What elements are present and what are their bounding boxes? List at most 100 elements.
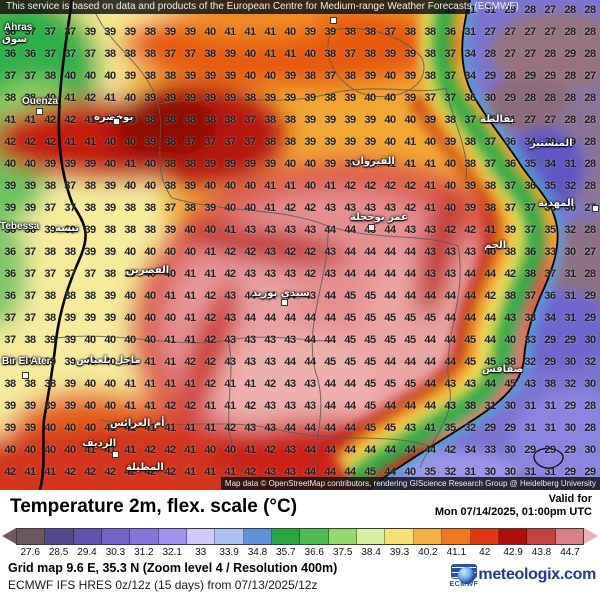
- temp-value: 40: [504, 334, 516, 346]
- temp-value: 38: [104, 48, 116, 60]
- temp-value: 29: [504, 92, 516, 104]
- scale-tick-labels: 27.6 28.5 29.4 30.3 31.2 32.1 33 33.9 34.8 35.7 36…: [16, 547, 584, 558]
- scale-cell: [328, 529, 358, 544]
- temp-value: 38: [204, 48, 216, 60]
- temp-value: 44: [404, 356, 416, 368]
- temp-row: 42 41 41 42 42 42 42 42 42 41 41 41 42 43 43 44 44 44 45 44…: [0, 466, 600, 478]
- temp-row: 36 37 37 37 39 39 39 38 39 39 40 41 41 41 40 39 39 38 38 37…: [0, 26, 600, 38]
- temp-value: 37: [4, 312, 16, 324]
- temp-value: 42: [24, 136, 36, 148]
- temp-row: 38 38 38 39 40 40 41 41 41 41 42 41 41 42 43 43 44 44 45 45…: [0, 378, 600, 390]
- temp-value: 38: [164, 114, 176, 126]
- temp-value: 44: [304, 444, 316, 456]
- temp-value: 39: [184, 92, 196, 104]
- scale-tick: 33.9: [219, 547, 239, 558]
- temp-value: 41: [24, 466, 36, 478]
- city-label: القصرين: [126, 265, 170, 276]
- temp-value: 27: [484, 26, 496, 38]
- scale-tick: 30.3: [105, 547, 126, 558]
- scale-tick: 34.8: [247, 547, 268, 558]
- temp-value: 40: [204, 444, 216, 456]
- temp-value: 30: [584, 378, 596, 390]
- temp-row: 38 38 39 39 39 38 38 38 39 40 40 41 43 43 43 43 44 44 43 44…: [0, 224, 600, 236]
- temp-value: 37: [344, 48, 356, 60]
- temp-value: 40: [244, 180, 256, 192]
- temp-value: 38: [164, 136, 176, 148]
- temp-value: 39: [84, 158, 96, 170]
- temp-value: 43: [264, 466, 276, 478]
- temp-value: 39: [104, 246, 116, 258]
- temp-value: 43: [284, 466, 296, 478]
- temp-value: 37: [524, 202, 536, 214]
- temp-value: 42: [504, 268, 516, 280]
- temp-value: 31: [484, 4, 496, 16]
- map-canvas[interactable]: 33 31 31 29 28 27 28 28 36 37 37 37 39 39 39 38 39 39 40 41…: [0, 0, 600, 490]
- temp-value: 28: [544, 48, 556, 60]
- temp-value: 29: [504, 422, 516, 434]
- scale-cell: [442, 529, 471, 544]
- temp-value: 39: [344, 158, 356, 170]
- temp-value: 43: [444, 378, 456, 390]
- temp-value: 30: [564, 422, 576, 434]
- temp-value: 43: [284, 268, 296, 280]
- temp-value: 40: [204, 224, 216, 236]
- temp-value: 38: [184, 202, 196, 214]
- temp-value: 39: [64, 400, 76, 412]
- city-marker: [592, 205, 599, 212]
- scale-tick: 41.1: [446, 547, 467, 558]
- temp-value: 41: [104, 422, 116, 434]
- temp-value: 43: [244, 224, 256, 236]
- temp-value: 40: [84, 356, 96, 368]
- temp-row: 41 41 42 42 41 40 39 38 38 38 38 38 37 38 38 39 39 39 39 40…: [0, 114, 600, 126]
- temp-value: 42: [444, 444, 456, 456]
- temp-value: 37: [184, 136, 196, 148]
- temp-value: 40: [284, 26, 296, 38]
- temp-value: 39: [104, 290, 116, 302]
- temp-value: 41: [164, 422, 176, 434]
- temp-value: 38: [124, 202, 136, 214]
- temp-value: 43: [464, 246, 476, 258]
- temp-value: 39: [364, 136, 376, 148]
- temp-value: 40: [244, 202, 256, 214]
- temp-value: 31: [544, 466, 556, 478]
- temp-value: 38: [484, 180, 496, 192]
- temp-value: 37: [464, 114, 476, 126]
- temp-value: 38: [44, 378, 56, 390]
- temp-value: 40: [84, 378, 96, 390]
- temp-value: 44: [424, 356, 436, 368]
- temp-value: 44: [404, 400, 416, 412]
- temp-value: 28: [544, 92, 556, 104]
- temp-value: 36: [524, 180, 536, 192]
- temp-value: 41: [104, 92, 116, 104]
- temp-value: 31: [464, 466, 476, 478]
- temp-value: 38: [144, 26, 156, 38]
- scale-cell: [555, 529, 583, 544]
- temp-value: 37: [444, 92, 456, 104]
- city-label: القيروان: [352, 156, 395, 167]
- temp-value: 36: [504, 158, 516, 170]
- temp-value: 37: [4, 334, 16, 346]
- temp-value: 30: [584, 334, 596, 346]
- temp-value: 40: [104, 378, 116, 390]
- meteologix-logo[interactable]: meteologix.com: [458, 566, 596, 584]
- temp-value: 40: [164, 312, 176, 324]
- temp-value: 40: [204, 26, 216, 38]
- temp-value: 41: [204, 400, 216, 412]
- temp-value: 44: [344, 422, 356, 434]
- temp-value: 44: [344, 268, 356, 280]
- temp-value: 40: [144, 246, 156, 258]
- temp-value: 44: [344, 400, 356, 412]
- temp-value: 31: [524, 422, 536, 434]
- temp-value: 40: [304, 180, 316, 192]
- temp-value: 40: [104, 114, 116, 126]
- temp-value: 44: [404, 444, 416, 456]
- temp-value: 39: [164, 224, 176, 236]
- temp-value: 44: [324, 224, 336, 236]
- temp-value: 39: [224, 158, 236, 170]
- temp-value: 31: [504, 114, 516, 126]
- temp-value: 41: [404, 136, 416, 148]
- color-scale-bar: [2, 528, 598, 545]
- temp-value: 42: [244, 246, 256, 258]
- temp-value: 38: [344, 26, 356, 38]
- temp-value: 44: [404, 268, 416, 280]
